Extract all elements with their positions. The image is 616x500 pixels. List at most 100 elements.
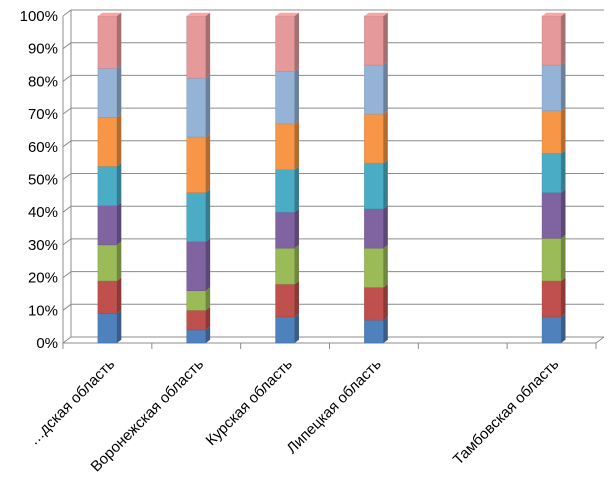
gridline-wall-edge — [62, 205, 72, 213]
bar-segment-side — [383, 244, 388, 288]
bar-segment-side — [383, 159, 388, 209]
y-tick-label: 30% — [28, 237, 58, 254]
bar-segment — [364, 319, 384, 344]
y-tick-label: 50% — [28, 172, 58, 189]
bar-segment — [97, 244, 118, 282]
bar-segment — [186, 77, 206, 138]
bar-segment — [275, 169, 295, 213]
bar-segment-side — [294, 68, 299, 124]
bar-segment — [97, 117, 118, 167]
x-category-label: Курская область — [203, 356, 296, 449]
bar-segment — [275, 211, 295, 249]
gridline-wall-edge — [62, 107, 72, 115]
bar-segment — [541, 280, 562, 318]
bar-segment — [541, 153, 562, 193]
bar-segment-side — [561, 235, 566, 281]
bar-segment — [186, 15, 206, 79]
bar-segment — [275, 15, 295, 72]
gridline-wall-edge — [62, 75, 72, 82]
bar-segment-side — [383, 205, 388, 249]
bar-segment — [186, 192, 206, 242]
bar-segment-side — [205, 189, 211, 242]
bar-segment — [186, 329, 206, 344]
floor-right-edge — [595, 336, 605, 344]
bar-segment-side — [561, 107, 566, 154]
bar-segment-side — [205, 133, 211, 193]
bar-segment — [186, 290, 206, 311]
y-tick-label: 0% — [36, 335, 58, 352]
y-tick-label: 80% — [28, 73, 58, 90]
bar-segment-side — [294, 313, 299, 343]
bar-segment-side — [294, 12, 299, 72]
x-category-label: Липецкая область — [283, 356, 384, 457]
bar-segment — [364, 64, 384, 115]
gridline-wall-edge — [62, 238, 72, 246]
bar-segment-side — [294, 166, 299, 213]
x-category-label: Тамбовская область — [450, 356, 563, 469]
bar-segment-side — [205, 74, 211, 137]
bar-segment-side — [205, 326, 211, 343]
bar-segment — [275, 247, 295, 285]
bar-segment-side — [116, 310, 122, 343]
bar-segment — [186, 241, 206, 291]
y-tick-label: 10% — [28, 302, 58, 319]
bar-segment — [541, 110, 562, 154]
bar-segment-side — [561, 313, 566, 343]
bar-segment-side — [116, 202, 122, 245]
bar-segment — [97, 313, 118, 344]
bar-segment-side — [205, 12, 211, 79]
gridline-wall-edge — [62, 173, 72, 180]
bar-segment — [97, 280, 118, 314]
bar-segment — [541, 15, 562, 66]
bar-top — [97, 12, 122, 16]
bar-segment — [364, 113, 384, 164]
bar-segment-side — [383, 316, 388, 343]
bar-segment — [541, 192, 562, 239]
bar-segment-side — [116, 12, 122, 69]
y-tick-label: 20% — [28, 270, 58, 287]
gridline-wall-edge — [62, 140, 72, 148]
bar-segment — [275, 316, 295, 344]
bar-segment — [364, 247, 384, 288]
bar-segment-side — [116, 65, 122, 118]
bar-segment — [275, 283, 295, 318]
gridline-wall-edge — [62, 42, 72, 50]
bar-segment — [186, 310, 206, 331]
bar-segment — [364, 208, 384, 249]
bar-segment — [97, 15, 118, 69]
bar-top — [364, 12, 388, 16]
bar-segment — [364, 162, 384, 210]
bar-segment-side — [383, 61, 388, 115]
gridline-wall-edge — [62, 336, 72, 344]
bar-segment-side — [561, 12, 566, 66]
bar-segment — [364, 287, 384, 321]
bar-segment-side — [116, 277, 122, 314]
bar-segment-side — [561, 189, 566, 239]
bar-segment-side — [116, 114, 122, 167]
bar-segment-side — [294, 244, 299, 285]
bar-segment — [541, 64, 562, 112]
bar-top — [275, 12, 299, 16]
bar-segment-side — [561, 150, 566, 193]
bar-segment-side — [294, 208, 299, 249]
bar-segment-side — [561, 61, 566, 111]
bar-segment-side — [116, 163, 122, 206]
bar-segment-side — [205, 307, 211, 330]
bar-top — [542, 12, 566, 16]
gridline-wall-edge — [62, 303, 72, 311]
bar-segment-side — [205, 287, 211, 311]
bar-segment — [541, 238, 562, 282]
gridline-wall-edge — [62, 271, 72, 279]
bar-segment-side — [294, 120, 299, 170]
bar-segment — [97, 205, 118, 246]
bar-segment — [97, 68, 118, 118]
bar-segment-side — [383, 284, 388, 321]
bar-segment-side — [205, 238, 211, 291]
bar-segment — [275, 71, 295, 125]
x-category-label: …дская область — [25, 356, 118, 449]
y-tick-label: 90% — [28, 41, 58, 58]
y-tick-label: 70% — [28, 106, 58, 123]
bar-segment-side — [561, 277, 566, 317]
